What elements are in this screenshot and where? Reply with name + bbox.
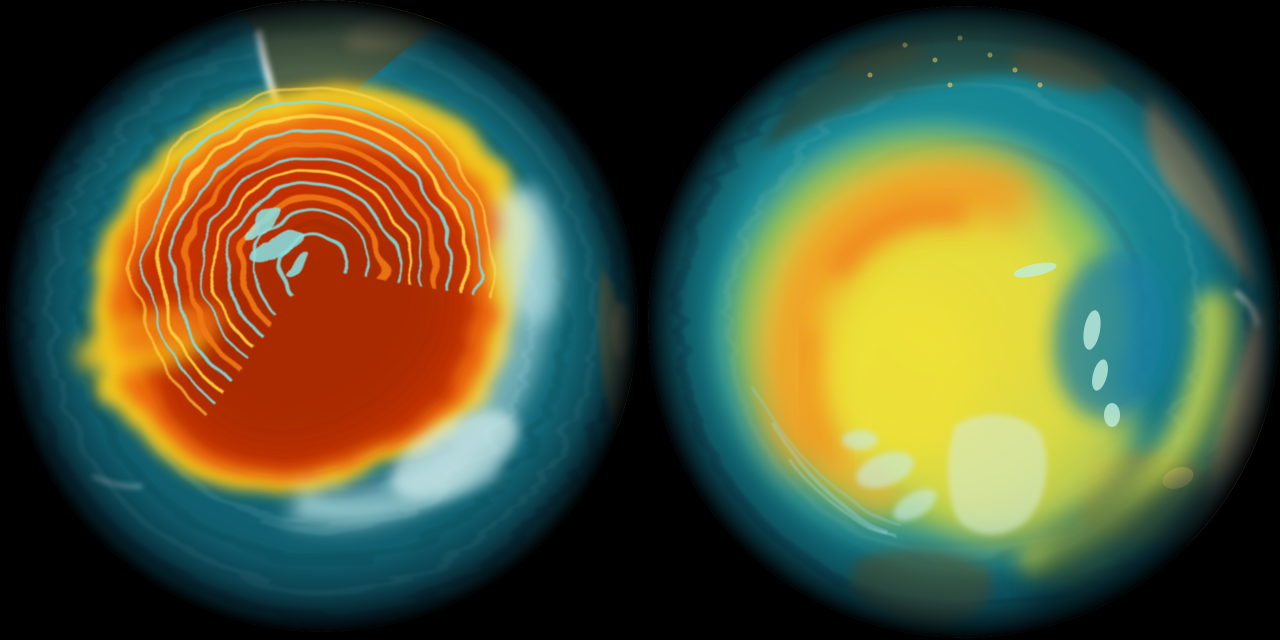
right-globe xyxy=(648,6,1280,638)
right-globe-limb-shadow xyxy=(648,6,1280,638)
left-globe xyxy=(6,0,638,632)
left-globe-limb-shadow xyxy=(6,0,638,632)
